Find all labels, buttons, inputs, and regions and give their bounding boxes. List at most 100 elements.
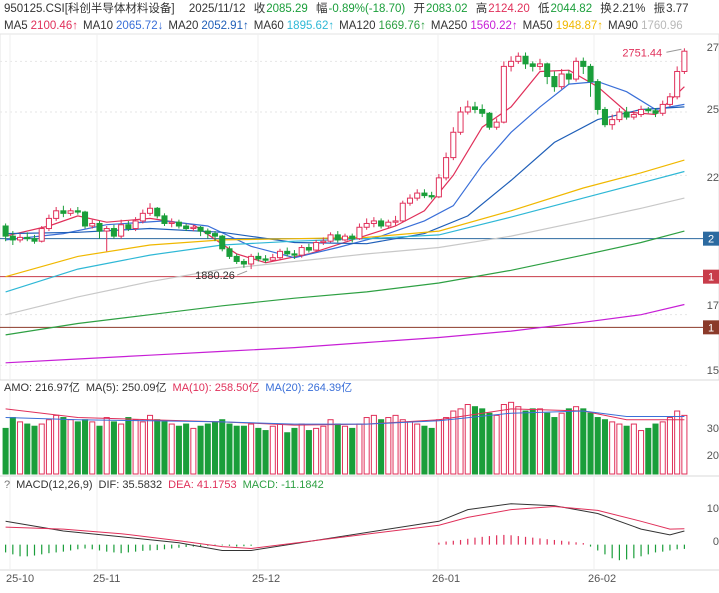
ma-legend: MA5 2100.46↑ MA10 2065.72↓ MA20 2052.91↑ MA60 1…: [4, 19, 688, 33]
amo-bar: [609, 421, 616, 475]
amo-bar: [9, 417, 16, 475]
turnover-label: 换: [600, 3, 612, 15]
ma-legend-label: MA60: [253, 20, 284, 32]
candle: [406, 194, 414, 206]
amo-bar: [522, 410, 529, 475]
candle: [601, 106, 608, 128]
candle-body: [421, 192, 428, 197]
amo-bar: [392, 414, 399, 475]
open-value: 2083.02: [425, 3, 468, 15]
ma-line-ma120: [5, 230, 685, 336]
candle: [219, 234, 226, 252]
amo-bar: [428, 427, 435, 475]
candle: [674, 66, 681, 100]
candle: [515, 52, 522, 64]
candle: [284, 247, 291, 257]
candle: [248, 253, 255, 270]
candle: [233, 253, 240, 264]
candle: [60, 205, 67, 218]
x-label: 26-01: [432, 573, 461, 585]
candle-body: [183, 225, 190, 230]
candle: [414, 189, 421, 201]
candle-body: [190, 226, 197, 230]
ma-legend-label: MA90: [608, 20, 639, 32]
candle-body: [392, 220, 399, 223]
candle: [103, 226, 110, 252]
candle-body: [334, 234, 341, 241]
amo-bar: [638, 430, 645, 475]
amo-bar: [96, 425, 103, 475]
candle-body: [666, 96, 673, 105]
ma-legend-label: MA20: [168, 20, 199, 32]
amo-bar: [508, 401, 515, 475]
amo-ma-line: [5, 410, 685, 425]
candle-body: [276, 250, 284, 259]
candle: [443, 152, 450, 181]
candle: [334, 231, 341, 243]
candle: [190, 224, 197, 232]
ma-legend-value: 1895.62↑: [286, 20, 335, 32]
candle-body: [53, 210, 60, 219]
candle: [392, 215, 399, 226]
low-label: 低: [538, 3, 550, 15]
candle-body: [262, 258, 269, 261]
candle-body: [580, 60, 587, 67]
price-marker-label: 1: [708, 272, 714, 284]
candle: [154, 207, 161, 219]
candle-body: [529, 63, 536, 67]
index-code: 950125.CSI[科创半导体材料设备]: [4, 3, 175, 15]
candle: [197, 226, 204, 237]
candle: [226, 246, 233, 259]
ma-legend-value: 1760.96: [641, 20, 683, 32]
candle: [53, 207, 60, 221]
amo-bar: [291, 427, 298, 475]
candle: [269, 253, 276, 262]
candle-body: [103, 228, 110, 232]
candle-body: [168, 221, 175, 224]
candle-body: [414, 192, 421, 199]
amo-legend-item: MA(5): 250.09亿: [85, 382, 167, 394]
amo-bar: [298, 423, 305, 475]
amo-bar: [500, 404, 507, 475]
amo-bar: [82, 419, 89, 475]
ma-legend-label: MA10: [82, 20, 114, 32]
candle-body: [681, 50, 688, 72]
macd-tick: 0: [712, 536, 719, 548]
candle-body: [659, 103, 666, 114]
ma-legend-label: MA5: [4, 20, 28, 32]
high-value: 2124.20: [488, 3, 530, 15]
amo-bar: [349, 427, 356, 475]
low-value: 2044.82: [550, 3, 593, 15]
candle: [118, 219, 125, 239]
candle: [341, 233, 349, 242]
candle-body: [601, 108, 608, 126]
candle: [580, 57, 587, 74]
ma-line-ma20: [5, 106, 685, 245]
candle: [125, 220, 132, 232]
amo-bar: [544, 412, 551, 475]
amo-bar: [443, 417, 450, 475]
candle: [276, 248, 284, 261]
x-label: 26-02: [588, 573, 617, 585]
ma-line-ma90: [5, 197, 685, 316]
candle-body: [175, 221, 182, 227]
amo-bar: [471, 406, 479, 475]
candle: [356, 223, 363, 240]
candle: [2, 223, 9, 242]
amo-bar: [666, 417, 673, 475]
candle-body: [204, 230, 211, 235]
amo-bar: [240, 425, 247, 475]
candle: [9, 231, 16, 245]
candle: [609, 114, 616, 130]
amo-bar: [118, 423, 125, 475]
amo-bar: [580, 408, 587, 475]
candle: [594, 79, 601, 115]
quote-header: 950125.CSI[科创半导体材料设备] 2025/11/12 收2085.2…: [4, 2, 694, 16]
candle-body: [457, 111, 464, 133]
candle: [147, 203, 154, 216]
candle-body: [471, 106, 479, 110]
candle-body: [67, 210, 74, 214]
amo-bar: [190, 427, 197, 475]
